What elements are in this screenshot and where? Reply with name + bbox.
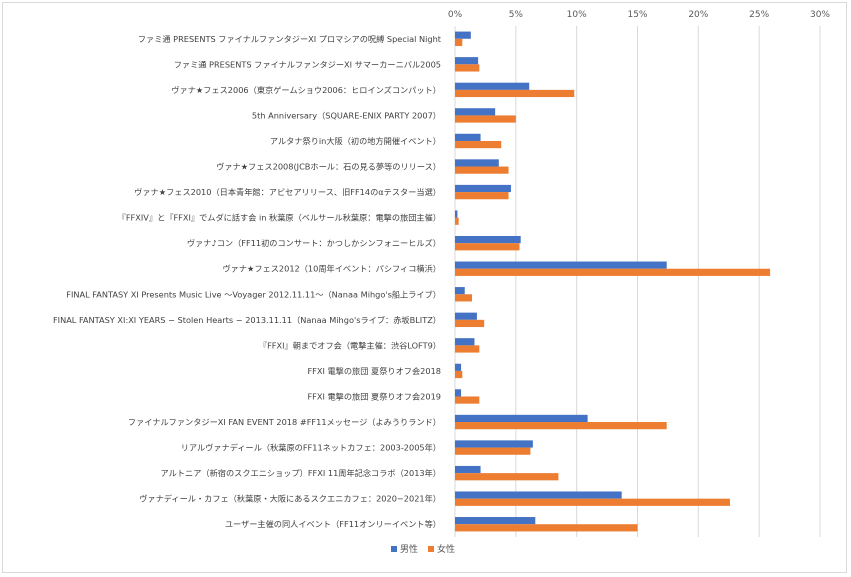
legend-label: 男性	[400, 543, 418, 555]
category-label: FFXI 電撃の旅団 夏祭りオフ会2018	[307, 366, 441, 376]
bar-male	[455, 414, 588, 423]
category-label: リアルヴァナディール（秋葉原のFF11ネットカフェ：2003-2005年）	[181, 443, 441, 453]
bar-female	[455, 115, 516, 123]
bar-female	[455, 447, 531, 455]
bar-female	[455, 396, 480, 404]
bar-female	[455, 345, 480, 353]
bar-female	[455, 166, 509, 174]
category-label: ヴァナ★フェス2008(JCBホール：石の見る夢等のリリース）	[216, 162, 441, 172]
category-label: ファミ通 PRESENTS ファイナルファンタジーXI サマーカーニバル2005	[174, 59, 441, 69]
category-labels: ファミ通 PRESENTS ファイナルファンタジーXI プロマシアの呪縛 Spe…	[53, 34, 442, 529]
bar-male	[455, 261, 667, 269]
bar-female	[455, 473, 559, 481]
bar-male	[455, 312, 477, 320]
bar-male	[455, 159, 499, 167]
category-label: 『FFXI』朝までオフ会（電撃主催：渋谷LOFT9）	[259, 340, 441, 350]
x-tick-label: 15%	[627, 10, 647, 20]
x-tick-label: 25%	[749, 10, 769, 20]
bar-male	[455, 31, 471, 39]
category-label: ヴァナディール・カフェ（秋葉原・大阪にあるスクエニカフェ：2020−2021年）	[139, 494, 441, 504]
category-label: ヴァナ★フェス2012（10周年イベント：パシフィコ横浜）	[222, 264, 441, 274]
category-label: アルタナ祭りin大阪（初の地方開催イベント）	[270, 136, 441, 146]
bar-male	[455, 82, 530, 90]
bar-female	[455, 89, 575, 98]
category-label: ヴァナ♪コン（FF11初のコンサート：かつしかシンフォニーヒルズ）	[187, 238, 441, 248]
bars	[455, 31, 771, 532]
bar-male	[455, 517, 536, 525]
bar-female	[455, 294, 473, 302]
bar-male	[455, 491, 622, 499]
category-label: 『FFXIV』と『FFXI』でムダに話す会 in 秋葉原（ベルサール秋葉原：電撃…	[118, 213, 441, 223]
category-label: ヴァナ★フェス2006（東京ゲームショウ2006：ヒロインズコンパット）	[171, 85, 441, 95]
legend-swatch	[428, 546, 434, 552]
bar-female	[455, 64, 480, 72]
x-tick-label: 20%	[688, 10, 708, 20]
legend-swatch	[391, 546, 397, 552]
category-label: 5th Anniversary（SQUARE-ENIX PARTY 2007）	[252, 110, 441, 120]
bar-male	[455, 465, 481, 474]
bar-male	[455, 108, 496, 116]
x-tick-label: 0%	[448, 10, 463, 20]
bar-female	[455, 319, 485, 328]
x-axis-ticks: 0% 5% 10% 15% 20% 25% 30%	[448, 10, 831, 20]
bar-female	[455, 217, 459, 225]
x-tick-label: 10%	[567, 10, 587, 20]
bar-male	[455, 184, 511, 193]
bar-male	[455, 133, 481, 141]
bar-male	[455, 338, 475, 346]
bar-female	[455, 38, 463, 46]
bar-male	[455, 440, 533, 448]
bar-female	[455, 243, 520, 251]
category-label: ファイナルファンタジーXI FAN EVENT 2018 #FF11メッセージ（…	[128, 417, 441, 427]
bar-female	[455, 370, 463, 379]
bar-female	[455, 140, 502, 149]
category-label: FFXI 電撃の旅団 夏祭りオフ会2019	[307, 391, 441, 401]
category-label: ファミ通 PRESENTS ファイナルファンタジーXI プロマシアの呪縛 Spe…	[138, 34, 442, 44]
bar-female	[455, 498, 730, 506]
bar-female	[455, 268, 771, 276]
bar-male	[455, 389, 462, 397]
category-label: ヴァナ★フェス2010（日本青年館：アビセアリリース、旧FF14のαテスター当選…	[134, 187, 441, 197]
category-label: アルトニア（新宿のスクエニショップ）FFXI 11周年記念コラボ（2013年）	[161, 468, 441, 478]
bar-male	[455, 57, 479, 65]
bar-male	[455, 363, 462, 371]
bar-female	[455, 524, 638, 532]
bar-male	[455, 235, 521, 244]
gridlines	[454, 26, 821, 537]
category-label: ユーザー主催の同人イベント（FF11オンリーイベント等）	[225, 519, 441, 529]
legend-label: 女性	[437, 543, 455, 555]
bar-female	[455, 192, 509, 200]
legend: 男性 女性	[391, 543, 455, 555]
x-tick-label: 30%	[810, 10, 830, 20]
bar-female	[455, 422, 667, 430]
bar-male	[455, 287, 465, 295]
bar-male	[455, 210, 458, 218]
category-label: FINAL FANTASY XI Presents Music Live 〜Vo…	[66, 289, 441, 299]
x-tick-label: 5%	[509, 10, 524, 20]
category-label: FINAL FANTASY XI:XI YEARS − Stolen Heart…	[53, 315, 441, 325]
